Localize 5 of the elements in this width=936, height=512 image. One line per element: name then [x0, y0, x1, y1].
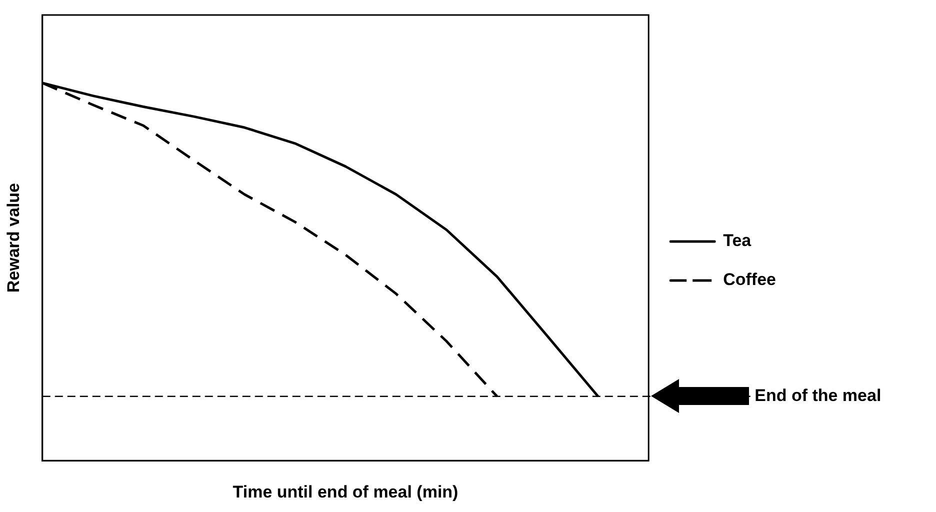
legend-label: Tea — [723, 231, 752, 250]
y-axis-title: Reward value — [4, 182, 23, 293]
legend-label: Coffee — [723, 270, 776, 290]
ref-line-label: End of the meal — [754, 386, 882, 406]
x-axis-title: Time until end of meal (min) — [232, 482, 458, 502]
